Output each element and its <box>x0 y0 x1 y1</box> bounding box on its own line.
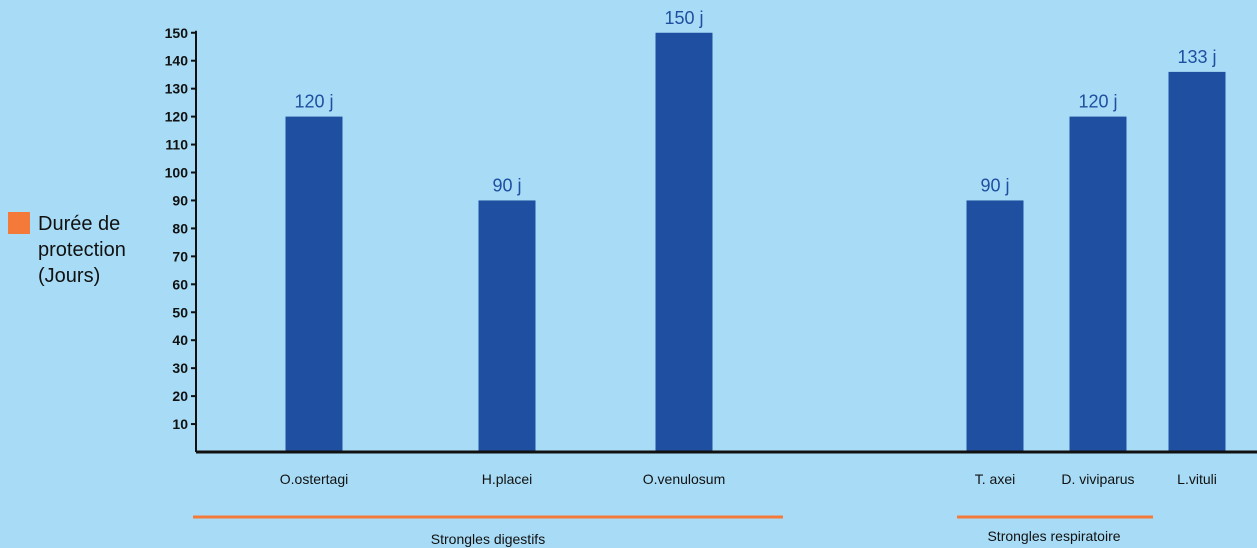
y-tick-label-10: 10 <box>172 416 188 432</box>
y-axis-ticks: 10 20 30 40 50 60 70 80 90 100 110 120 130 140 150 <box>165 25 196 432</box>
y-tick-label-40: 40 <box>172 332 188 348</box>
y-tick-label-30: 30 <box>172 360 188 376</box>
y-tick-label-70: 70 <box>172 248 188 264</box>
y-tick-label-140: 140 <box>165 53 189 69</box>
bar-o-venulosum <box>655 32 713 452</box>
x-tick-label-h-placei: H.placei <box>482 471 533 487</box>
group-respiratoire: Strongles respiratoire <box>957 515 1153 544</box>
legend-swatch <box>8 212 30 234</box>
y-tick-label-150: 150 <box>165 25 189 41</box>
x-tick-label-t-axei: T. axei <box>975 471 1015 487</box>
legend-label-line-2: protection <box>38 239 126 261</box>
legend: Durée de protection (Jours) <box>8 212 126 287</box>
y-tick-label-80: 80 <box>172 220 188 236</box>
y-tick-label-50: 50 <box>172 304 188 320</box>
y-tick-label-130: 130 <box>165 81 189 97</box>
bar-l-vituli <box>1168 71 1226 452</box>
y-tick-label-110: 110 <box>165 137 188 153</box>
data-label-d-viviparus: 120 j <box>1078 92 1117 112</box>
data-label-t-axei: 90 j <box>980 175 1009 195</box>
x-tick-label-l-vituli: L.vituli <box>1177 471 1217 487</box>
x-tick-label-o-venulosum: O.venulosum <box>643 471 725 487</box>
x-tick-label-d-viviparus: D. viviparus <box>1061 471 1134 487</box>
data-labels: 120 j 90 j 150 j 90 j 120 j 133 j <box>294 8 1216 196</box>
group-label-digestifs: Strongles digestifs <box>431 531 545 547</box>
bar-h-placei <box>478 200 536 452</box>
legend-label-line-3: (Jours) <box>38 265 100 287</box>
bar-t-axei <box>966 200 1024 452</box>
y-tick-label-120: 120 <box>165 109 189 125</box>
bar-d-viviparus <box>1069 116 1127 452</box>
x-axis-tick-labels: O.ostertagi H.placei O.venulosum T. axei D. … <box>280 471 1217 487</box>
data-label-o-ostertagi: 120 j <box>294 92 333 112</box>
y-tick-label-100: 100 <box>165 165 189 181</box>
bars <box>285 32 1226 452</box>
y-tick-label-60: 60 <box>172 276 188 292</box>
data-label-o-venulosum: 150 j <box>664 8 703 28</box>
y-tick-label-90: 90 <box>172 192 188 208</box>
y-tick-label-20: 20 <box>172 388 188 404</box>
data-label-h-placei: 90 j <box>492 175 521 195</box>
legend-label-line-1: Durée de <box>38 213 120 235</box>
bar-o-ostertagi <box>285 116 343 452</box>
group-label-respiratoire: Strongles respiratoire <box>987 528 1120 544</box>
data-label-l-vituli: 133 j <box>1177 47 1216 67</box>
group-digestifs: Strongles digestifs <box>193 515 783 547</box>
x-tick-label-o-ostertagi: O.ostertagi <box>280 471 348 487</box>
